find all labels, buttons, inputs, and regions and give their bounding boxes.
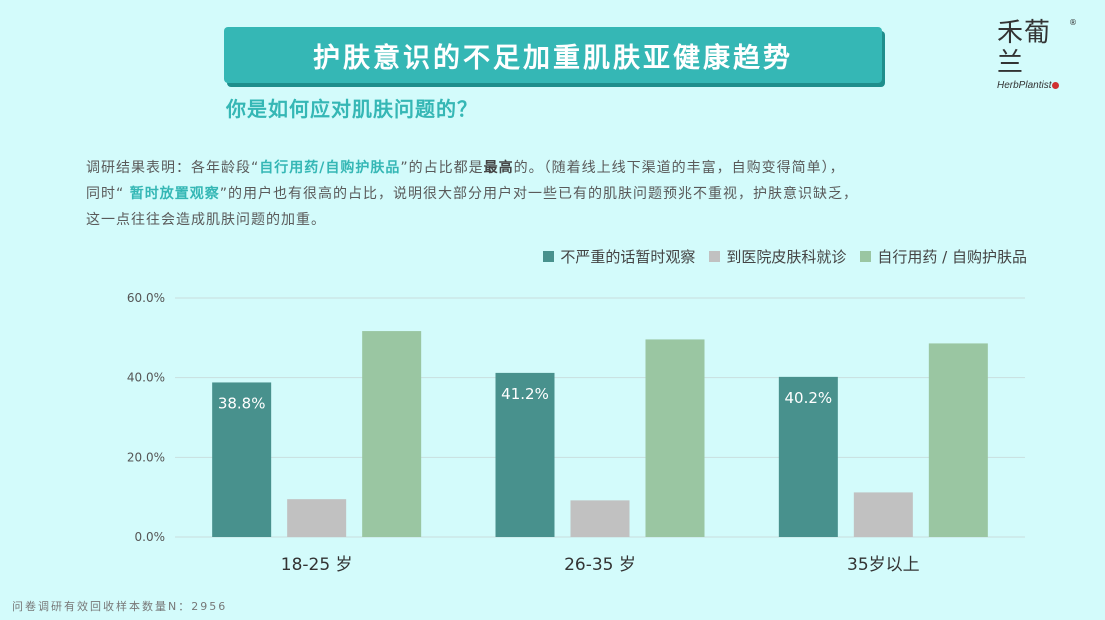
summary-line-1: 调研结果表明：各年龄段“自行用药/自购护肤品”的占比都是最高的。（随着线上线下渠… — [86, 155, 1046, 181]
bar — [212, 382, 272, 537]
logo-subtext-label: HerbPlantist — [997, 80, 1052, 91]
y-tick-label: 0.0% — [135, 530, 166, 544]
sample-size-note: 问卷调研有效回收样本数量N：2956 — [12, 600, 228, 613]
legend-item-3: 自行用药 / 自购护肤品 — [860, 246, 1027, 267]
bar — [287, 499, 347, 537]
bar — [928, 343, 988, 537]
chart-legend: 不严重的话暂时观察 到医院皮肤科就诊 自行用药 / 自购护肤品 — [543, 246, 1027, 267]
text: 的。（随着线上线下渠道的丰富，自购变得简单）， — [513, 160, 845, 176]
y-tick-label: 20.0% — [127, 450, 165, 464]
bar — [853, 492, 913, 537]
x-tick-label: 26-35 岁 — [564, 555, 636, 575]
bar — [495, 372, 555, 537]
logo-subtext: HerbPlantist — [997, 80, 1077, 91]
emphasis: 最高 — [483, 160, 514, 176]
bar — [362, 331, 422, 537]
y-tick-label: 60.0% — [127, 291, 165, 305]
x-tick-label: 35岁以上 — [847, 555, 920, 575]
legend-item-2: 到医院皮肤科就诊 — [709, 246, 846, 267]
legend-label: 自行用药 / 自购护肤品 — [877, 248, 1027, 266]
data-label: 40.2% — [785, 389, 833, 407]
text: ”的占比都是 — [400, 160, 484, 176]
summary-line-3: 这一点往往会造成肌肤问题的加重。 — [86, 212, 326, 228]
legend-swatch — [709, 251, 721, 262]
legend-item-1: 不严重的话暂时观察 — [543, 246, 695, 267]
bar — [778, 376, 838, 537]
logo-mark: 禾葡兰 — [997, 18, 1052, 78]
bar — [570, 500, 630, 537]
bar — [645, 339, 705, 537]
legend-label: 不严重的话暂时观察 — [560, 248, 696, 266]
page-title: 护肤意识的不足加重肌肤亚健康趋势 — [313, 42, 793, 74]
summary-line-2: 同时“ 暂时放置观察”的用户也有很高的占比，说明很大部分用户对一些已有的肌肤问题… — [86, 181, 1046, 207]
brand-logo: 禾葡兰 ® HerbPlantist — [997, 18, 1077, 91]
text: 同时“ — [86, 186, 130, 202]
page-subtitle: 你是如何应对肌肤问题的？ — [226, 97, 478, 121]
highlight: 自行用药/自购护肤品 — [259, 160, 401, 176]
summary-paragraph: 调研结果表明：各年龄段“自行用药/自购护肤品”的占比都是最高的。（随着线上线下渠… — [86, 155, 1046, 233]
logo-registered-mark: ® — [1069, 18, 1077, 27]
highlight: 暂时放置观察 — [129, 186, 220, 202]
logo-dot-icon — [1052, 81, 1060, 89]
x-tick-label: 18-25 岁 — [281, 555, 353, 575]
text: ”的用户也有很高的占比，说明很大部分用户对一些已有的肌肤问题预兆不重视，护肤意识… — [219, 186, 858, 202]
legend-swatch — [543, 251, 555, 262]
y-tick-label: 40.0% — [127, 371, 165, 385]
text: 调研结果表明：各年龄段“ — [86, 160, 260, 176]
title-banner: 护肤意识的不足加重肌肤亚健康趋势 — [224, 27, 882, 83]
legend-label: 到医院皮肤科就诊 — [726, 248, 847, 266]
data-label: 41.2% — [501, 385, 549, 403]
legend-swatch — [860, 251, 872, 262]
data-label: 38.8% — [218, 394, 266, 412]
